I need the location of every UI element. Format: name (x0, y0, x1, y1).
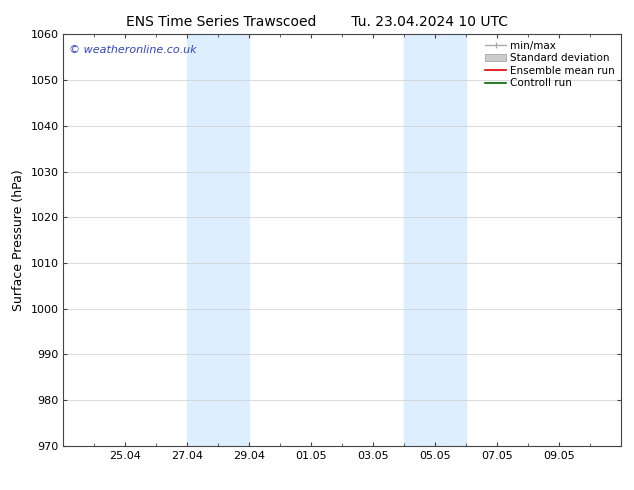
Text: © weatheronline.co.uk: © weatheronline.co.uk (69, 45, 197, 54)
Bar (188, 34, 249, 446)
Text: ENS Time Series Trawscoed        Tu. 23.04.2024 10 UTC: ENS Time Series Trawscoed Tu. 23.04.2024… (126, 15, 508, 29)
Legend: min/max, Standard deviation, Ensemble mean run, Controll run: min/max, Standard deviation, Ensemble me… (482, 37, 618, 92)
Bar (404, 34, 467, 446)
Y-axis label: Surface Pressure (hPa): Surface Pressure (hPa) (12, 169, 25, 311)
